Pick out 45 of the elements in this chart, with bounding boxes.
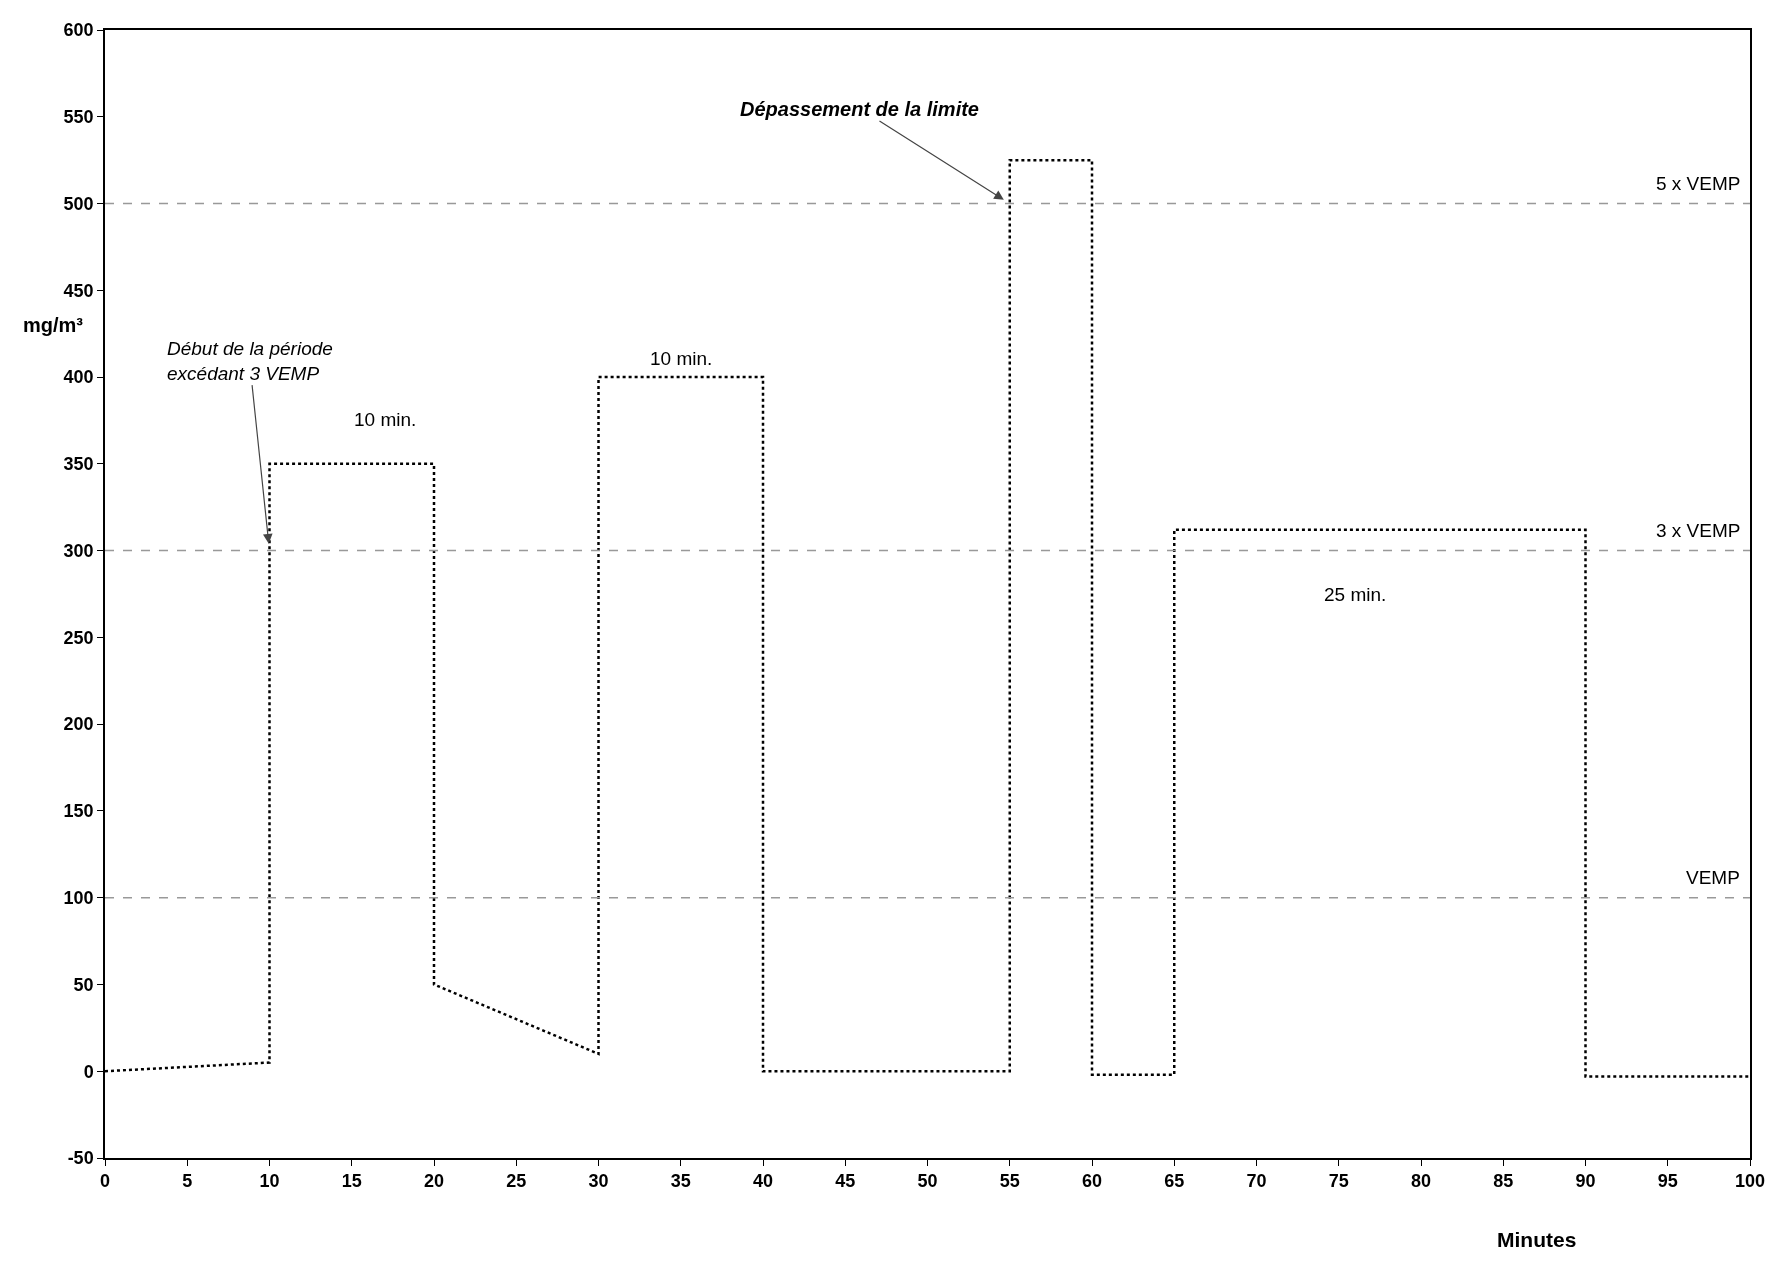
y-tick-label: 50 <box>73 974 94 995</box>
x-tick-label: 75 <box>1328 1171 1349 1192</box>
x-tick-label: 5 <box>182 1171 193 1192</box>
y-tick-label: 200 <box>63 714 94 735</box>
ref-line-label: 5 x VEMP <box>1656 173 1741 194</box>
annotation: 25 min. <box>1324 584 1387 605</box>
y-tick-label: 550 <box>63 107 94 128</box>
ref-line-label: VEMP <box>1686 867 1740 888</box>
y-tick-label: -50 <box>67 1148 94 1169</box>
x-tick-label: 15 <box>341 1171 362 1192</box>
x-tick-label: 50 <box>917 1171 938 1192</box>
y-tick-label: 450 <box>63 280 94 301</box>
y-tick-label: 250 <box>63 627 94 648</box>
ref-line-label: 3 x VEMP <box>1656 520 1741 541</box>
x-tick-label: 25 <box>506 1171 527 1192</box>
x-tick-label: 10 <box>259 1171 280 1192</box>
x-tick-label: 85 <box>1493 1171 1514 1192</box>
annotation: 10 min. <box>650 348 713 369</box>
annotation: 10 min. <box>354 409 417 430</box>
y-tick-label: 500 <box>63 193 94 214</box>
x-tick-label: 45 <box>835 1171 856 1192</box>
x-tick-label: 40 <box>752 1171 774 1192</box>
x-tick-label: 35 <box>670 1171 691 1192</box>
y-tick-label: 150 <box>63 801 94 822</box>
y-tick-label: 300 <box>63 540 94 561</box>
y-tick-label: 100 <box>63 887 94 908</box>
x-tick-label: 100 <box>1734 1171 1766 1192</box>
x-tick-label: 90 <box>1575 1171 1596 1192</box>
x-tick-label: 80 <box>1410 1171 1432 1192</box>
x-axis-title: Minutes <box>1497 1228 1577 1251</box>
annotation: Début de la période excédant 3 VEMP <box>167 338 333 384</box>
x-tick-label: 30 <box>588 1171 609 1192</box>
x-tick-label: 20 <box>423 1171 445 1192</box>
y-tick-label: 400 <box>63 367 94 388</box>
x-tick-label: 0 <box>99 1171 111 1192</box>
x-tick-label: 55 <box>999 1171 1020 1192</box>
y-tick-label: 0 <box>83 1061 94 1082</box>
x-tick-label: 95 <box>1657 1171 1678 1192</box>
y-axis-title: mg/m³ <box>23 314 84 336</box>
annotation: Dépassement de la limite <box>740 98 979 120</box>
y-tick-label: 600 <box>63 20 94 41</box>
x-tick-label: 60 <box>1081 1171 1103 1192</box>
y-tick-label: 350 <box>63 454 94 475</box>
x-tick-label: 70 <box>1246 1171 1267 1192</box>
x-tick-label: 65 <box>1164 1171 1185 1192</box>
